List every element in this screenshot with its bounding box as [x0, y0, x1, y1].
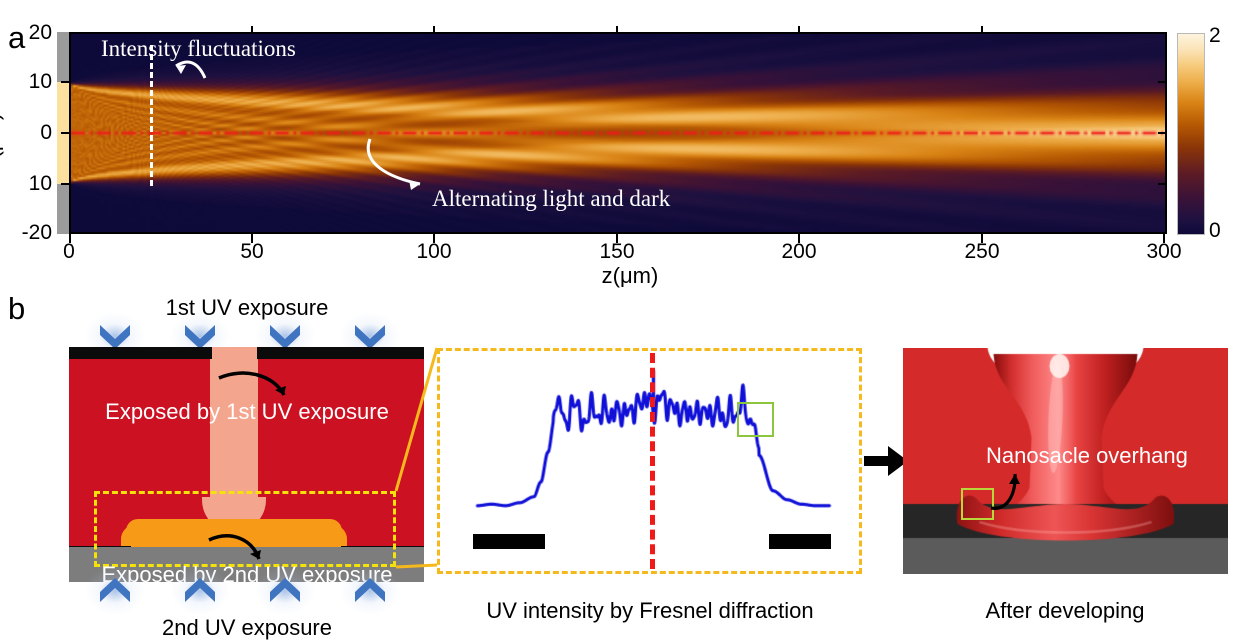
uv-glow-8 — [340, 567, 400, 615]
ytick-right-10 — [1158, 81, 1167, 83]
xlabel-100: 100 — [416, 240, 452, 263]
right-arrow-icon — [864, 446, 908, 476]
uv-glow-7 — [255, 567, 315, 615]
ytick-10 — [61, 81, 70, 83]
intensity-map-plot — [69, 32, 1167, 234]
xlabel-0: 0 — [63, 240, 75, 263]
intensity-map-canvas — [71, 34, 1165, 232]
ytick-0 — [61, 132, 70, 134]
xlabel-200: 200 — [781, 240, 817, 263]
developed-structure-render: Nanosacle overhang — [903, 348, 1228, 574]
uv-arrow-up-1 — [85, 567, 145, 615]
xtick-200 — [798, 234, 800, 243]
y-axis-title: X (μm) — [0, 112, 4, 179]
second-uv-exposure-label: 2nd UV exposure — [162, 615, 332, 640]
uv-arrow-up-4 — [340, 567, 400, 615]
middle-caption: UV intensity by Fresnel diffraction — [486, 598, 814, 623]
ylabel-m20: -20 — [21, 221, 52, 244]
xlabel-150: 150 — [599, 240, 635, 263]
scale-bar-right — [769, 534, 831, 549]
chevron-down-icon — [185, 325, 215, 349]
ylabel-0: 0 — [40, 121, 52, 144]
xlabel-250: 250 — [964, 240, 1000, 263]
uv-glow-6 — [170, 567, 230, 615]
uv-arrow-down-3 — [255, 312, 315, 360]
xtick-300 — [1163, 234, 1165, 243]
uv-arrow-down-2 — [170, 312, 230, 360]
xtick-top-200 — [798, 26, 800, 34]
panel-a-letter: a — [8, 20, 26, 55]
ylabel-10: 10 — [28, 70, 52, 93]
centerline-dashed — [649, 353, 655, 569]
x-axis-title: z(μm) — [601, 263, 659, 288]
uv-glow-5 — [85, 567, 145, 615]
xtick-50 — [251, 234, 253, 243]
chrome-mask-right — [257, 347, 424, 359]
xtick-top-50 — [251, 26, 253, 34]
mask-block-top — [57, 32, 70, 82]
annotation-alternating-light-dark: Alternating light and dark — [432, 186, 671, 211]
chevron-down-icon — [355, 325, 385, 349]
colorbar-min-label: 0 — [1209, 219, 1221, 242]
annotation-intensity-fluctuations: Intensity fluctuations — [101, 36, 296, 61]
chevron-down-icon — [100, 325, 130, 349]
xtick-100 — [433, 234, 435, 243]
xtick-0 — [69, 234, 71, 243]
chrome-mask-left — [69, 347, 212, 359]
panel-b-letter: b — [8, 291, 26, 326]
nanoscale-overhang-label: Nanosacle overhang — [986, 443, 1188, 468]
ylabel-20: 20 — [28, 21, 52, 44]
uv-arrow-up-3 — [255, 567, 315, 615]
scale-bar-left — [473, 534, 545, 549]
panel-a: a 0 50 100 150 200 250 300 20 10 0 10 -2… — [0, 0, 1248, 290]
ytick-m10 — [61, 183, 70, 185]
xtick-top-150 — [616, 26, 618, 34]
chevron-up-icon — [355, 578, 385, 602]
colorbar — [1177, 33, 1205, 235]
roi-dashed-box — [94, 491, 396, 567]
resist-cross-section-diagram: Exposed by 1st UV exposure Exposed by 2n… — [69, 347, 424, 587]
xtick-250 — [981, 234, 983, 243]
chevron-down-icon — [270, 325, 300, 349]
colorbar-max-label: 2 — [1209, 24, 1221, 47]
uv-arrow-up-2 — [170, 567, 230, 615]
mask-block-bottom — [57, 184, 70, 234]
right-caption: After developing — [985, 598, 1145, 623]
xlabel-300: 300 — [1146, 240, 1182, 263]
xtick-top-100 — [433, 26, 435, 34]
chevron-up-icon — [100, 578, 130, 602]
uv-arrow-down-1 — [85, 312, 145, 360]
overhang-highlight-box — [961, 488, 994, 520]
developed-structure-canvas — [903, 348, 1228, 574]
fresnel-intensity-plot — [437, 348, 862, 574]
ylabel-m10: 10 — [28, 172, 52, 195]
uv-arrow-down-4 — [340, 312, 400, 360]
ytick-right-m10 — [1158, 183, 1167, 185]
xlabel-50: 50 — [240, 240, 264, 263]
ytick-right-0 — [1158, 132, 1167, 134]
xtick-150 — [616, 234, 618, 243]
exposed-first-label: Exposed by 1st UV exposure — [105, 399, 389, 424]
chevron-up-icon — [270, 578, 300, 602]
chevron-up-icon — [185, 578, 215, 602]
xtick-top-250 — [981, 26, 983, 34]
panel-b: b 1st UV exposure Expose — [0, 290, 1248, 644]
sidelobe-highlight-box — [737, 402, 774, 437]
reference-dashed-line — [150, 45, 153, 186]
